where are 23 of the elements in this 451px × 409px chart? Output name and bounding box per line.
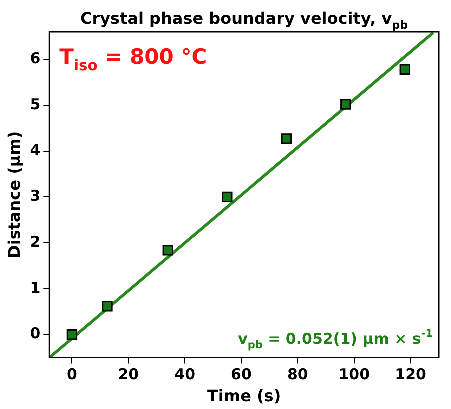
x-tick-label: 0 xyxy=(66,366,78,384)
x-tick-label: 120 xyxy=(395,366,426,384)
y-tick-label: 3 xyxy=(30,187,41,206)
point xyxy=(281,134,292,144)
point xyxy=(340,99,352,110)
point xyxy=(222,192,233,203)
x-tick-label: 60 xyxy=(231,366,252,384)
y-tick-label: 2 xyxy=(30,232,41,251)
y-tick-label: 4 xyxy=(30,141,41,160)
x-tick-label: 40 xyxy=(174,366,196,384)
y-tick-label: 1 xyxy=(30,278,41,297)
y-axis-title: Distance (µm) xyxy=(4,131,24,258)
point xyxy=(66,330,78,340)
point xyxy=(400,64,410,75)
y-tick-label: 6 xyxy=(30,49,41,68)
y-tick-label: 0 xyxy=(30,324,41,343)
y-tick-label: 5 xyxy=(30,95,41,114)
point xyxy=(162,245,174,256)
x-axis-title: Time (s) xyxy=(208,386,282,406)
x-tick-label: 80 xyxy=(287,366,308,384)
x-tick-label: 20 xyxy=(118,366,140,384)
x-tick-label: 100 xyxy=(338,366,370,384)
point xyxy=(102,301,113,312)
